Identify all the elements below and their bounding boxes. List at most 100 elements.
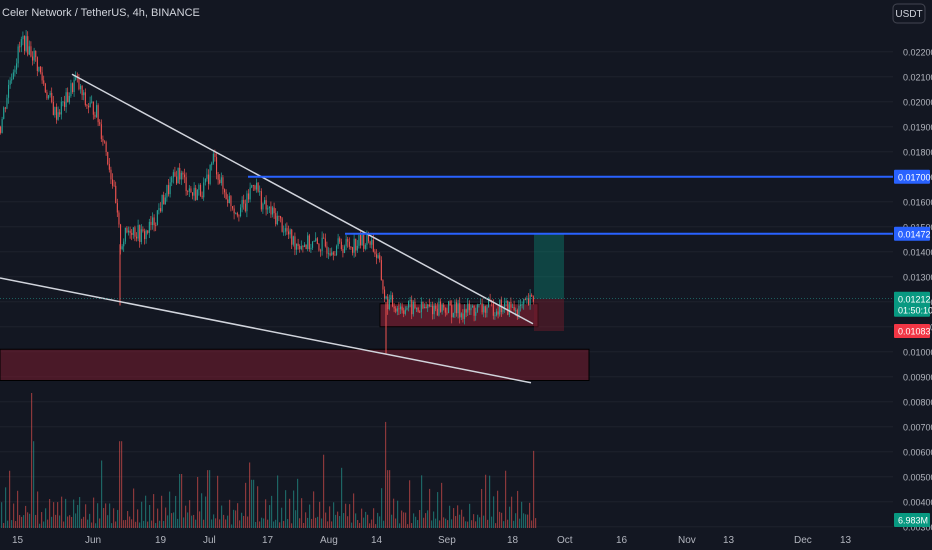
candle-body (369, 241, 371, 245)
candle-body (139, 225, 141, 242)
volume-bar-43 (43, 521, 45, 528)
red-price-tag: 0.01083 (898, 327, 931, 337)
candle-body (470, 307, 472, 311)
candle-body (227, 199, 229, 204)
candle-body (121, 246, 123, 250)
candle-body (332, 252, 334, 255)
candle-body (427, 304, 429, 309)
candle-body (185, 177, 187, 192)
volume-bar-323 (323, 454, 325, 528)
volume-bar-327 (327, 521, 329, 528)
volume-bar-251 (251, 479, 253, 528)
volume-bar-535 (535, 518, 537, 528)
candle-body (364, 244, 366, 249)
volume-bar-433 (433, 511, 435, 528)
candle-body (419, 311, 421, 313)
volume-bar-241 (241, 512, 243, 528)
candle-body (260, 191, 262, 210)
x-tick-label-1: Jun (85, 535, 101, 546)
candle-body (73, 79, 75, 93)
candle-body (236, 212, 238, 216)
candle-body (158, 208, 160, 211)
volume-bar-73 (73, 499, 75, 528)
x-tick-label-7: Sep (438, 535, 456, 546)
candle-body (371, 239, 373, 245)
currency-button-label: USDT (895, 9, 922, 20)
volume-bar-451 (451, 519, 453, 528)
volume-bar-455 (455, 516, 457, 528)
candle-body (0, 126, 2, 133)
candle-body (448, 301, 450, 314)
candle-body (336, 246, 338, 255)
volume-bar-233 (233, 509, 235, 528)
candle-body (422, 301, 424, 309)
volume-bar-507 (507, 519, 509, 528)
candle-body (166, 185, 168, 198)
candle-body (52, 101, 54, 115)
upper-trendline[interactable] (71, 73, 534, 325)
candle-body (318, 243, 320, 251)
volume-bar-341 (341, 467, 343, 528)
volume-value-tag: 6.983M (898, 516, 928, 526)
candle-body (105, 142, 107, 152)
candle-body (505, 300, 507, 303)
volume-bar-111 (111, 523, 113, 528)
candle-body (420, 301, 422, 313)
volume-bar-515 (515, 513, 517, 528)
lower-trendline[interactable] (0, 277, 532, 384)
x-tick-label-10: 16 (616, 535, 628, 546)
candle-body (286, 228, 288, 232)
x-tick-label-8: 18 (507, 535, 519, 546)
candle-body (252, 185, 254, 187)
candle-body (132, 227, 134, 235)
volume-bar-445 (445, 518, 447, 528)
candle-body (249, 187, 251, 200)
candle-body (44, 83, 46, 93)
currency-button[interactable]: USDT (892, 3, 926, 24)
volume-bar-517 (517, 490, 519, 528)
candle-body (473, 306, 475, 316)
candle-body (243, 199, 245, 204)
candle-body (38, 66, 40, 71)
volume-bar-249 (249, 462, 251, 528)
candle-body (507, 300, 509, 315)
volume-bar-143 (143, 520, 145, 528)
candle-body (195, 187, 197, 200)
volume-bar-475 (475, 521, 477, 528)
candle-body (377, 255, 379, 258)
candle-body (30, 46, 32, 57)
volume-bar-479 (479, 517, 481, 528)
volume-bar-19 (19, 515, 21, 528)
volume-bar-407 (407, 524, 409, 528)
volume-bar-521 (521, 501, 523, 528)
candle-body (496, 311, 498, 316)
volume-bar-99 (99, 518, 101, 528)
candle-body (356, 245, 358, 251)
candle-body (510, 301, 512, 308)
candle-body (152, 217, 154, 225)
volume-bar-359 (359, 522, 361, 528)
candle-body (86, 105, 88, 106)
candle-body (14, 69, 16, 73)
time-axis[interactable]: 15 Jun 19 Jul 17 Aug 14 Sep 18 Oct 16 Nov 13 Dec 13 (12, 535, 852, 546)
candle-body (137, 225, 139, 239)
candle-body (102, 138, 104, 142)
candle-body (89, 102, 91, 108)
candle-body (529, 294, 531, 305)
volume-bar-313 (313, 491, 315, 528)
candle-body (430, 306, 432, 307)
candle-body (524, 299, 526, 301)
volume-bar-305 (305, 512, 307, 528)
candle-body (424, 306, 426, 309)
candle-body (275, 213, 277, 225)
candle-body (257, 182, 259, 192)
volume-bar-295 (295, 510, 297, 528)
trend-drawings[interactable] (0, 73, 893, 384)
candle-body (54, 107, 56, 115)
candle-body (385, 296, 387, 299)
volume-bar-401 (401, 510, 403, 528)
